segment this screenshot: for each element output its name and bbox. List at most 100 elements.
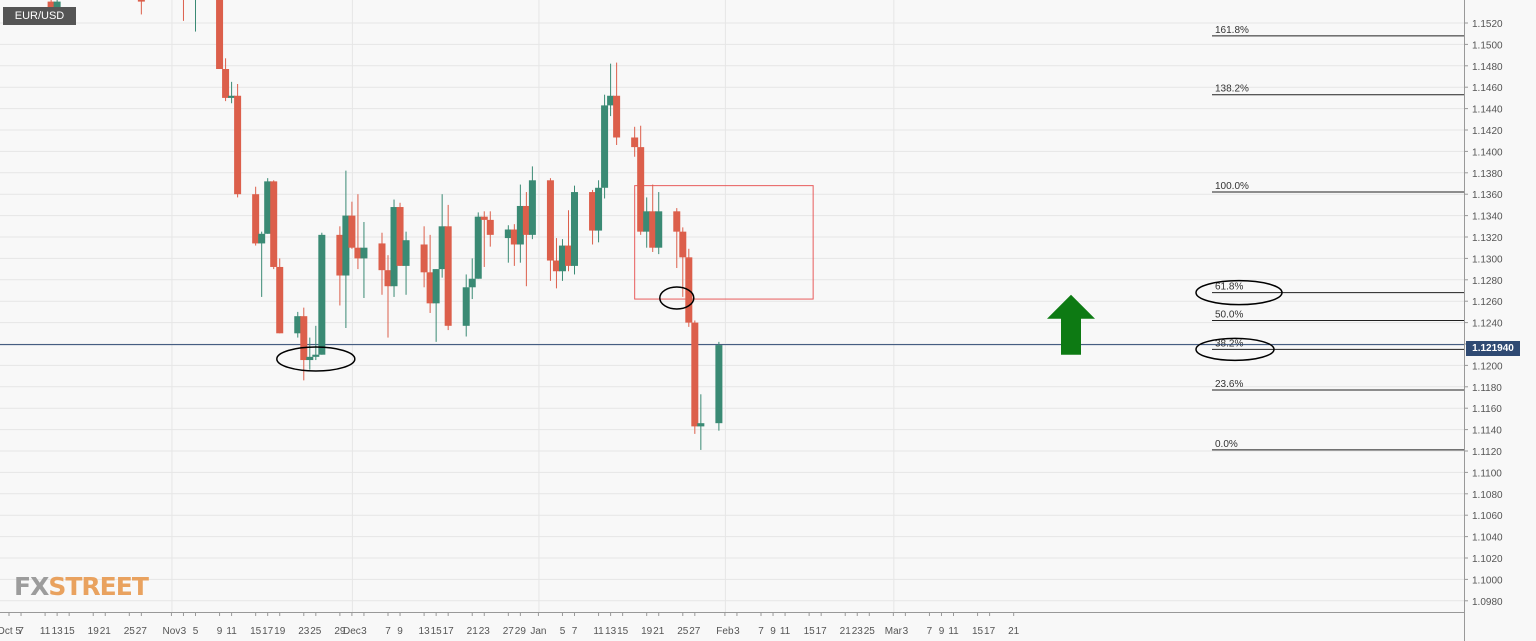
current-price-badge: 1.121940: [1466, 341, 1520, 356]
x-tick-label: 19: [641, 626, 653, 637]
candle-body: [47, 1, 55, 13]
axes: 1.1520 1.1500 1.1480 1.1460 1.1440 1.1420 1.14…: [0, 0, 1503, 641]
candle-body: [643, 211, 651, 232]
fib-label: 38.2%: [1215, 338, 1243, 349]
candle: [354, 194, 362, 270]
x-tick-label: 3: [734, 626, 740, 637]
x-tick-label: 17: [262, 626, 274, 637]
candle-body: [378, 243, 386, 271]
x-tick-label: 3: [181, 626, 187, 637]
candle-body: [691, 322, 699, 427]
candle-body: [649, 211, 657, 248]
x-tick-label: 3: [903, 626, 909, 637]
x-tick-label: 11: [40, 626, 51, 637]
candle-body: [607, 95, 615, 106]
candle-body: [426, 272, 434, 304]
x-tick-label: 15: [972, 626, 984, 637]
candle: [691, 320, 699, 434]
candle: [601, 94, 609, 199]
candle-body: [468, 278, 476, 288]
candle-body: [228, 95, 236, 98]
candle: [216, 0, 224, 70]
candle: [631, 126, 639, 157]
candle-body: [552, 260, 560, 272]
x-tick-label: 23: [298, 626, 310, 637]
fib-38-ellipse: [1195, 337, 1275, 362]
candle-body: [679, 231, 687, 258]
candle-body: [571, 192, 579, 266]
candle: [294, 311, 302, 338]
candle: [468, 258, 476, 300]
x-tick-label: 15: [431, 626, 443, 637]
x-tick-label: 15: [804, 626, 816, 637]
fibonacci-levels: 161.8% 138.2% 100.0% 61.8% 50.0% 38.2% 23.6% 0.…: [0, 25, 1464, 451]
candle: [432, 269, 440, 342]
candle-body: [270, 181, 278, 267]
x-tick-label: 9: [770, 626, 776, 637]
x-tick-label: Feb: [716, 626, 734, 637]
candle: [194, 0, 196, 32]
x-tick-label: 27: [136, 626, 148, 637]
candle-body: [348, 215, 356, 248]
x-tick-label: 19: [88, 626, 100, 637]
y-tick-label: 1.1380: [1472, 169, 1503, 180]
x-tick-label: 29: [515, 626, 527, 637]
candle: [589, 189, 597, 245]
candle: [264, 178, 272, 234]
candle: [137, 0, 145, 15]
candle: [348, 201, 356, 249]
candle-body: [312, 354, 320, 357]
candle: [444, 204, 452, 331]
candle: [474, 212, 482, 279]
x-tick-label: 29: [334, 626, 346, 637]
x-tick-label: 21: [1008, 626, 1020, 637]
x-tick-label: 21: [653, 626, 665, 637]
y-tick-label: 1.1360: [1472, 190, 1503, 201]
x-tick-label: 25: [124, 626, 136, 637]
x-tick-label: Oct 5: [0, 626, 21, 637]
y-tick-label: 1.1260: [1472, 297, 1503, 308]
x-tick-label: 13: [52, 626, 64, 637]
x-tick-label: 21: [100, 626, 112, 637]
x-tick-label: 13: [605, 626, 617, 637]
annotation-box: [634, 185, 814, 300]
candle: [673, 208, 681, 269]
candle: [486, 211, 494, 247]
y-tick-label: 1.1020: [1472, 554, 1503, 565]
fib-label: 161.8%: [1215, 25, 1249, 36]
x-tick-label: 15: [250, 626, 262, 637]
candle: [637, 125, 645, 235]
candle-body: [486, 219, 494, 235]
x-tick-label: Mar: [885, 626, 903, 637]
x-tick-label: 17: [984, 626, 996, 637]
x-tick-label: 5: [560, 626, 566, 637]
candle: [182, 0, 184, 21]
x-tick-label: 3: [361, 626, 367, 637]
candle: [420, 226, 428, 288]
candle-body: [546, 180, 554, 261]
candle-body: [637, 147, 645, 232]
candle: [715, 341, 723, 431]
x-tick-label: 11: [948, 626, 959, 637]
candle: [571, 185, 579, 275]
x-tick-label: 7: [18, 626, 24, 637]
candle: [679, 227, 687, 297]
y-tick-label: 1.1080: [1472, 490, 1503, 501]
candle: [228, 81, 236, 104]
x-tick-label: 11: [226, 626, 237, 637]
candle: [546, 178, 554, 281]
candle: [234, 83, 242, 198]
candle: [643, 197, 651, 248]
x-tick-label: 7: [572, 626, 578, 637]
candle: [516, 184, 524, 263]
x-tick-label: 17: [816, 626, 828, 637]
x-tick-label: 25: [310, 626, 322, 637]
candle-body: [216, 0, 224, 70]
fib-label: 61.8%: [1215, 282, 1243, 293]
candle: [378, 232, 386, 295]
annotations: [276, 279, 1283, 372]
y-tick-label: 1.1340: [1472, 212, 1503, 223]
candle-body: [360, 247, 368, 259]
y-tick-label: 1.1120: [1472, 447, 1502, 458]
